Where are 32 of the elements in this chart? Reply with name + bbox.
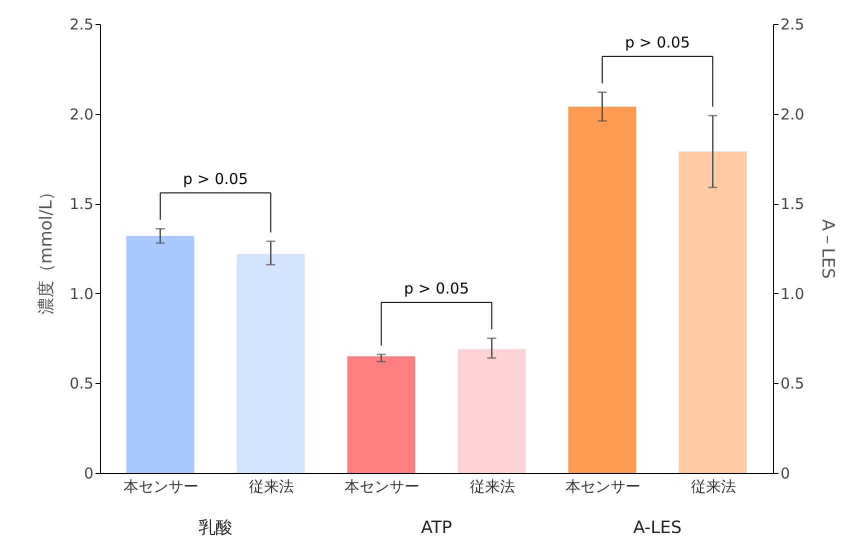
bar (678, 152, 747, 473)
y-tick-label: 0 (84, 464, 94, 482)
y-tick-label: 1.0 (70, 284, 94, 303)
y2-tick-label: 0.5 (780, 374, 804, 393)
x-tick-label: 本センサー (123, 478, 198, 496)
y2-tick-label: 1.0 (780, 284, 804, 303)
text: 乳酸 (198, 518, 232, 538)
bar (347, 356, 416, 473)
annotation: p > 0.05 (182, 170, 248, 188)
text: ATP (421, 518, 452, 538)
bar (568, 106, 636, 473)
y-tick-label: 1.5 (70, 195, 94, 214)
x-tick-label: 本センサー (344, 478, 420, 496)
bar (458, 349, 526, 473)
y2-tick-label: 2.5 (780, 16, 804, 34)
annotation: p > 0.05 (624, 33, 690, 52)
bar (236, 254, 305, 473)
bar (126, 236, 194, 473)
x-tick-label: 従来法 (248, 478, 294, 496)
y2-tick-label: 2.0 (780, 105, 804, 124)
y-axis-title: 濃度（mmol/L） (36, 183, 57, 315)
x-tick-label: 従来法 (470, 478, 515, 496)
y-tick-label: 2.0 (70, 105, 94, 124)
y2-axis-title: A－LES (817, 219, 838, 279)
x-tick-label: 従来法 (690, 478, 736, 496)
y-tick-label: 0.5 (70, 374, 94, 393)
annotation: p > 0.05 (404, 279, 470, 298)
text: A-LES (633, 518, 682, 538)
y-tick-label: 2.5 (70, 16, 94, 34)
y2-tick-label: 1.5 (780, 195, 804, 214)
x-tick-label: 本センサー (565, 478, 640, 496)
y2-tick-label: 0 (780, 464, 790, 482)
